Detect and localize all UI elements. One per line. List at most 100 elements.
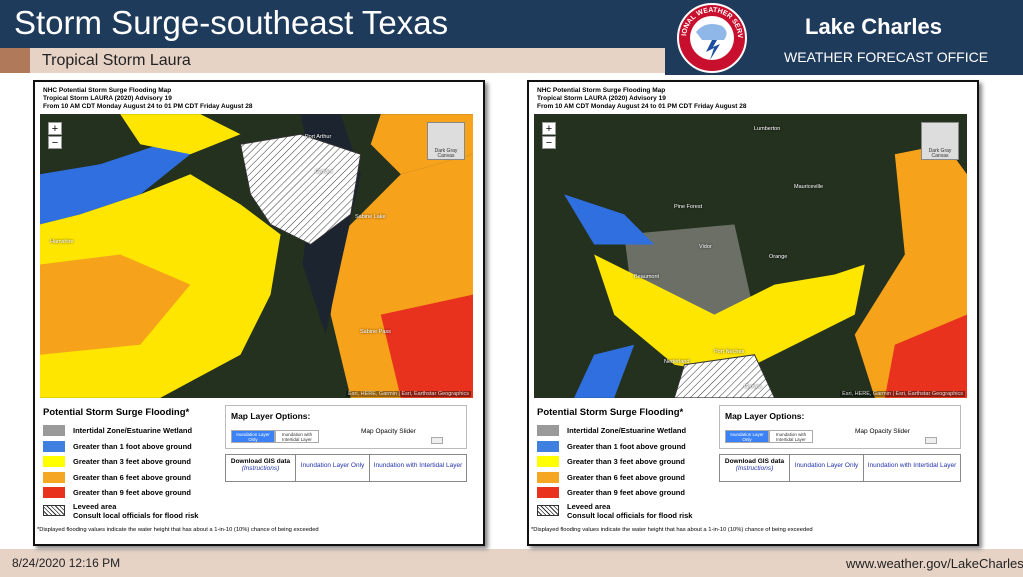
place-label: Orange <box>769 254 788 260</box>
surge-area <box>40 254 191 355</box>
download-link[interactable]: Inundation with Intertidal Layer <box>373 462 463 469</box>
footer-bar <box>0 549 1023 577</box>
instructions-link[interactable]: (Instructions) <box>241 465 280 472</box>
footer-url: www.weather.gov/LakeCharles <box>846 556 1023 571</box>
download-link[interactable]: Inundation Layer Only <box>790 455 864 481</box>
layer-button[interactable]: Inundation Layer Only <box>725 430 769 443</box>
slider[interactable] <box>925 437 937 444</box>
download-link[interactable]: Inundation Layer Only <box>296 455 370 481</box>
map-title: From 10 AM CDT Monday August 24 to 01 PM… <box>43 103 253 110</box>
legend-label: Greater than 6 feet above ground <box>567 472 685 482</box>
layer-button[interactable]: Inundation with Intertidal Layer <box>769 430 813 443</box>
download-title: Download GIS data <box>230 458 291 465</box>
accent <box>0 48 30 73</box>
legend-label: Greater than 1 foot above ground <box>73 441 192 451</box>
slider[interactable] <box>431 437 443 444</box>
legend-label: Leveed area <box>567 502 611 511</box>
map-panel: NHC Potential Storm Surge Flooding Map Tr… <box>527 80 979 546</box>
surge-area <box>673 354 776 398</box>
place-label: Groves <box>315 169 333 175</box>
place-label: Beaumont <box>634 274 660 280</box>
legend-swatch <box>537 505 559 516</box>
zoom-in[interactable]: + <box>542 122 556 135</box>
legend-swatch <box>43 471 65 483</box>
surge-area <box>574 344 635 398</box>
zoom-out[interactable]: − <box>542 136 556 149</box>
legend-swatch <box>43 505 65 516</box>
surge-area <box>239 133 362 246</box>
legend-title: Potential Storm Surge Flooding* <box>537 407 684 418</box>
place-label: Mauriceville <box>794 184 824 190</box>
legend-label: Leveed area <box>73 502 117 511</box>
place-label: Nederland <box>664 359 690 365</box>
map: + − Dark Gray Canvas Esri, HERE, Garmin | E… <box>40 114 473 398</box>
legend-title: Potential Storm Surge Flooding* <box>43 407 190 418</box>
download-label: Download GIS data (Instructions) <box>226 455 296 481</box>
surge-area <box>40 144 191 225</box>
place-label: Lumberton <box>754 126 781 132</box>
map-panel: NHC Potential Storm Surge Flooding Map Tr… <box>33 80 485 546</box>
map-title: NHC Potential Storm Surge Flooding Map <box>43 87 172 94</box>
layer-options-title: Map Layer Options: <box>725 411 805 421</box>
legend-swatch <box>43 487 65 499</box>
layer-button[interactable]: Inundation with Intertidal Layer <box>275 430 319 443</box>
legend-swatch <box>537 487 559 499</box>
map-image <box>40 114 473 398</box>
download-title: Download GIS data <box>724 458 785 465</box>
downloads: Download GIS data (Instructions) Inundatio… <box>225 454 467 482</box>
place-label: Sabine Lake <box>355 214 386 220</box>
legend-label: Greater than 9 feet above ground <box>567 488 685 498</box>
legend-label: Consult local officials for flood risk <box>73 511 199 520</box>
slider-label: Map Opacity Slider <box>361 428 416 435</box>
legend-label: Consult local officials for flood risk <box>567 511 693 520</box>
legend-label: Greater than 6 feet above ground <box>73 472 191 482</box>
zoom-in[interactable]: + <box>48 122 62 135</box>
legend-label: Greater than 3 feet above ground <box>73 457 191 467</box>
surge-area <box>564 194 655 245</box>
legend-swatch <box>537 456 559 468</box>
map-title: Tropical Storm LAURA (2020) Advisory 19 <box>537 95 666 102</box>
header-bar <box>0 0 665 48</box>
legend-swatch <box>43 456 65 468</box>
office-name: Lake Charles <box>805 14 942 39</box>
attribution: Esri, HERE, Garmin | Esri, Earthstar Geo… <box>840 391 965 397</box>
surge-area <box>594 254 865 375</box>
place-label: Vidor <box>699 244 712 250</box>
basemap-button[interactable]: Dark Gray Canvas <box>921 122 959 160</box>
legend-swatch <box>537 471 559 483</box>
footer-date: 8/24/2020 12:16 PM <box>12 556 121 570</box>
place-label: Sabine Pass <box>360 329 391 335</box>
layer-options: Map Layer Options: Inundation Layer Only I… <box>719 405 961 449</box>
map: + − Dark Gray Canvas Esri, HERE, Garmin | E… <box>534 114 967 398</box>
place-label: Port Neches <box>714 349 745 355</box>
place-label: Groves <box>744 384 762 390</box>
legend-label: Greater than 9 feet above ground <box>73 488 191 498</box>
surge-area <box>884 314 967 398</box>
legend-swatch <box>43 425 65 436</box>
map-image <box>564 144 967 398</box>
map-title: From 10 AM CDT Monday August 24 to 01 PM… <box>537 103 747 110</box>
slide-title: Storm Surge-southeast Texas <box>14 4 449 41</box>
download-link[interactable]: Inundation with Intertidal Layer <box>867 462 957 469</box>
zoom-out[interactable]: − <box>48 136 62 149</box>
downloads: Download GIS data (Instructions) Inundatio… <box>719 454 961 482</box>
legend-label: Intertidal Zone/Estuarine Wetland <box>567 426 687 435</box>
basemap-button[interactable]: Dark Gray Canvas <box>427 122 465 160</box>
download-label: Download GIS data (Instructions) <box>720 455 790 481</box>
layer-options: Map Layer Options: Inundation Layer Only I… <box>225 405 467 449</box>
legend-label: Intertidal Zone/Estuarine Wetland <box>73 426 193 435</box>
legend-label: Greater than 1 foot above ground <box>567 441 686 451</box>
attribution: Esri, HERE, Garmin | Esri, Earthstar Geo… <box>346 391 471 397</box>
slide-subtitle: Tropical Storm Laura <box>42 52 191 69</box>
subtitle-bar <box>0 48 665 73</box>
legend-swatch <box>43 440 65 452</box>
place-label: Hamshire <box>50 239 74 245</box>
map-title: Tropical Storm LAURA (2020) Advisory 19 <box>43 95 172 102</box>
map-title: NHC Potential Storm Surge Flooding Map <box>537 87 666 94</box>
instructions-link[interactable]: (Instructions) <box>735 465 774 472</box>
place-label: Port Arthur <box>305 134 332 140</box>
layer-button[interactable]: Inundation Layer Only <box>231 430 275 443</box>
layer-options-title: Map Layer Options: <box>231 411 311 421</box>
surge-area <box>120 114 241 155</box>
